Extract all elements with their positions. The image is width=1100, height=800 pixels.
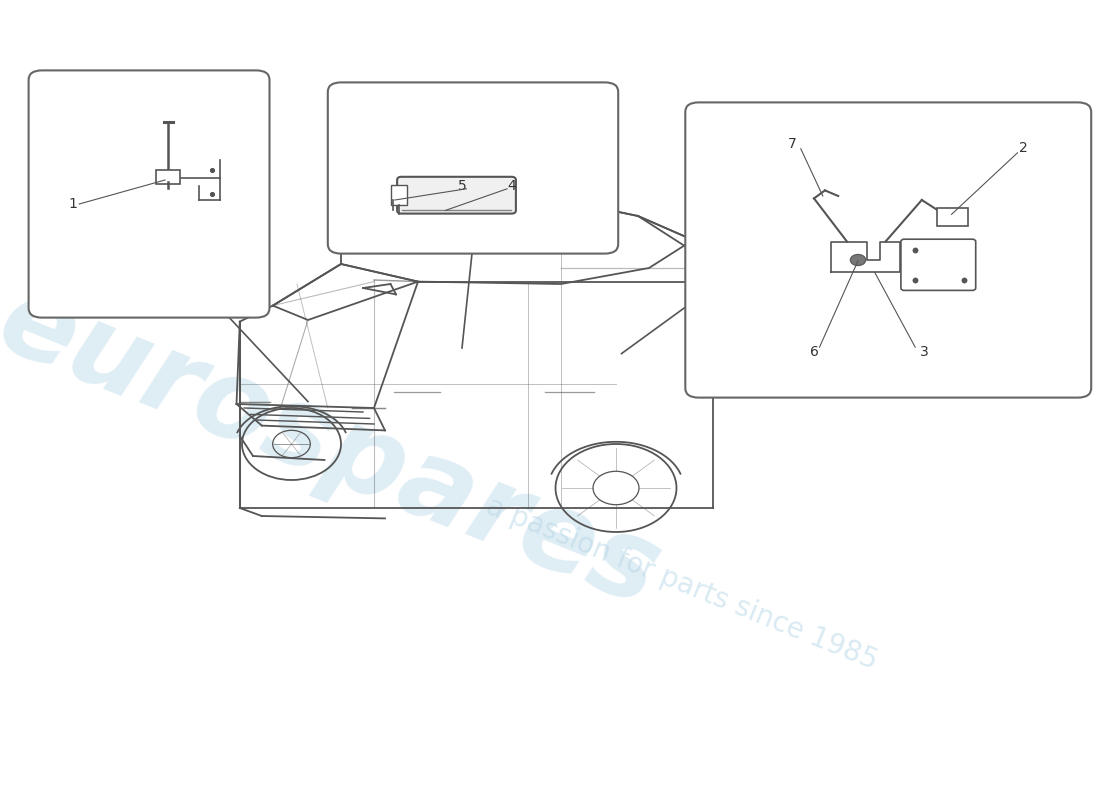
- FancyBboxPatch shape: [685, 102, 1091, 398]
- Circle shape: [850, 254, 866, 266]
- Text: 6: 6: [810, 345, 818, 359]
- FancyBboxPatch shape: [901, 239, 976, 290]
- Text: 3: 3: [920, 345, 928, 359]
- Text: 5: 5: [458, 178, 466, 193]
- Text: a passion for parts since 1985: a passion for parts since 1985: [482, 493, 882, 675]
- Bar: [156, 170, 180, 184]
- Text: 4: 4: [507, 178, 516, 193]
- Bar: [390, 185, 407, 205]
- Bar: [937, 208, 968, 226]
- FancyBboxPatch shape: [29, 70, 270, 318]
- Text: eurospares: eurospares: [0, 267, 675, 629]
- FancyBboxPatch shape: [328, 82, 618, 254]
- Text: 7: 7: [788, 137, 796, 151]
- Text: 2: 2: [1019, 141, 1027, 155]
- Text: 1: 1: [68, 197, 77, 211]
- FancyBboxPatch shape: [397, 177, 516, 214]
